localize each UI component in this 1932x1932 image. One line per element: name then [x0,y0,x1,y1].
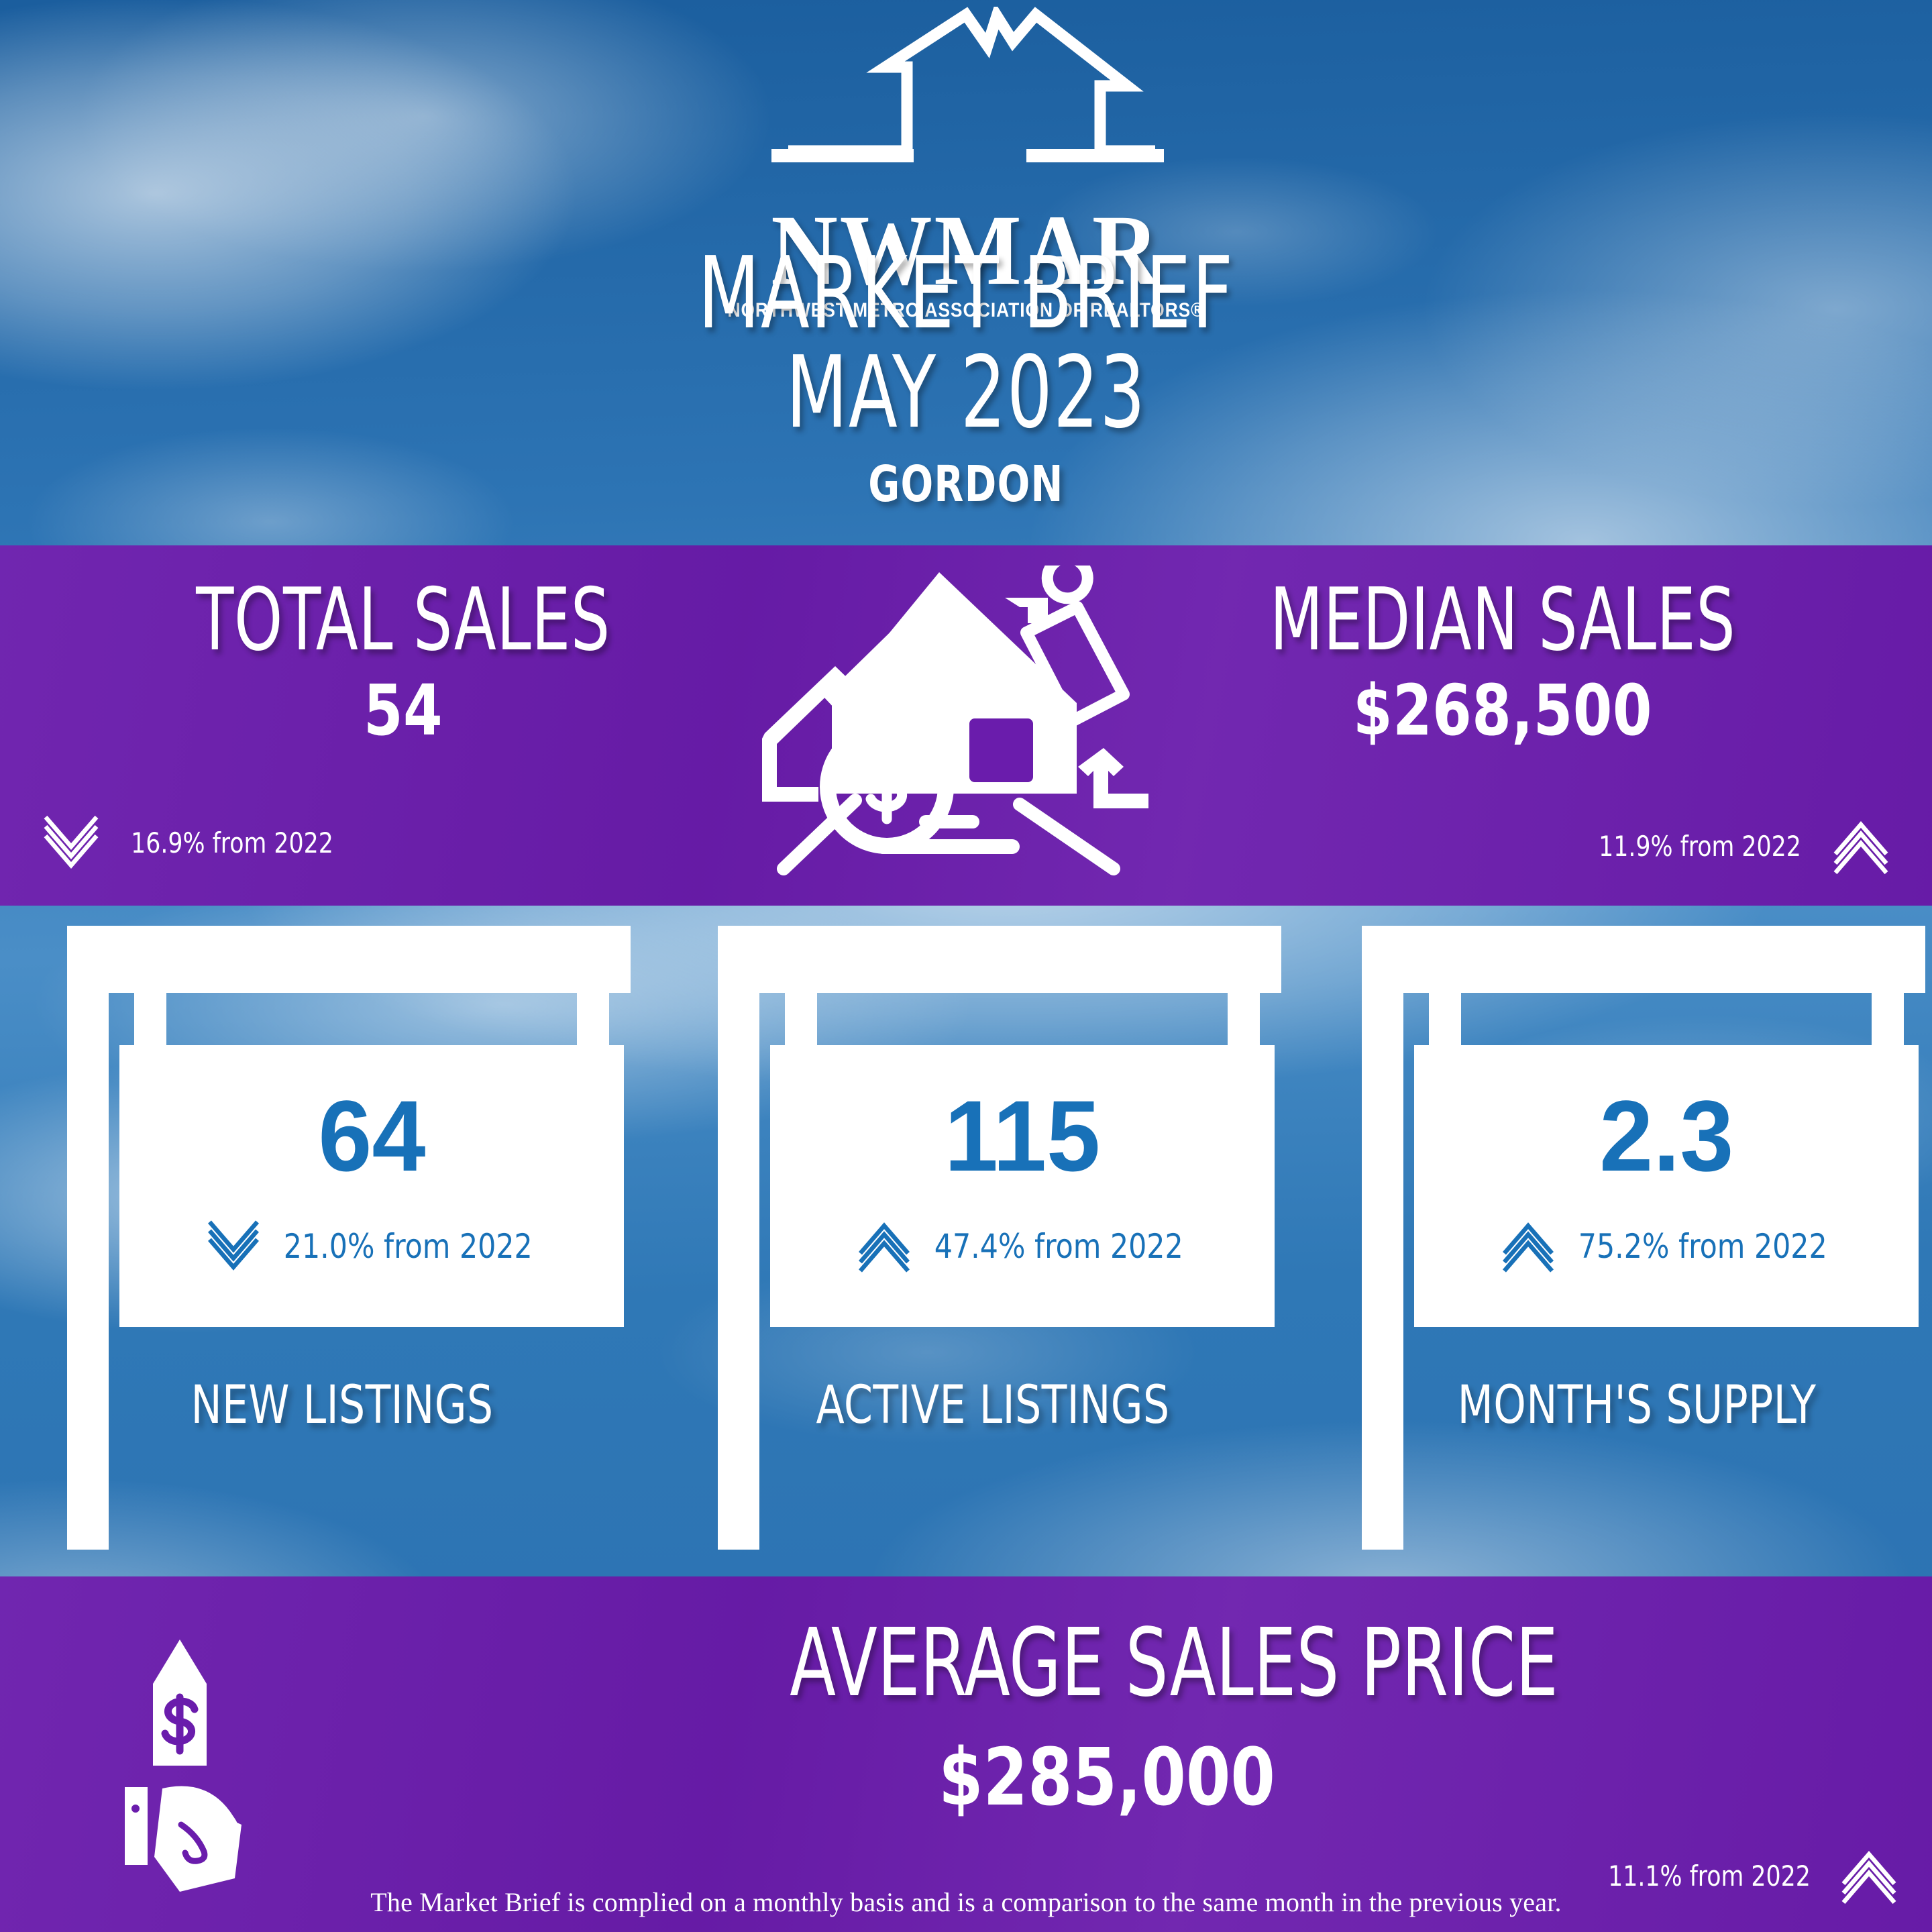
median-sales-delta-text: 11.9% from 2022 [1599,830,1801,863]
sign-arm [718,926,1281,993]
sign-arm [67,926,631,993]
report-date: MAY 2023 [786,335,1146,451]
sign-delta: 75.2% from 2022 [1499,1216,1833,1277]
total-sales-label: TOTAL SALES [196,570,610,670]
house-with-price-tag-and-dollar-magnifier-icon [762,566,1148,875]
total-sales-value: 54 [363,669,443,751]
header-section: NWMAR NORTHWEST METRO ASSOCIATION OF REA… [0,0,1932,545]
sign-post [67,926,109,1550]
triple-chevron-up-icon [1841,1851,1896,1904]
logo-subtitle: NORTHWEST METRO ASSOCIATION OF REALTORS® [727,299,1205,321]
sign-value: 2.3 [1599,1079,1734,1192]
header-title-block: MARKET BRIEF MAY 2023 GORDON [0,241,1932,513]
footnote-text: The Market Brief is complied on a monthl… [370,1887,1562,1917]
sign-value: 64 [317,1079,426,1192]
logo-wordmark: NWMAR [771,195,1161,306]
listing-signs-section: 64 21.0% from 2022 NEW LISTINGS 115 [0,906,1932,1576]
average-price-band: AVERAGE SALES PRICE $285,000 11.1% from … [0,1576,1932,1932]
sign-delta-text: 21.0% from 2022 [283,1227,533,1266]
sign-caption: MONTH'S SUPPLY [1457,1375,1817,1436]
sign-post [1362,926,1403,1550]
page-title: MARKET BRIEF [698,235,1234,351]
triple-chevron-up-icon [1833,821,1888,875]
average-sales-price-delta: 11.1% from 2022 [1599,1843,1900,1909]
sign-delta: 21.0% from 2022 [205,1216,539,1277]
average-sales-price-delta-text: 11.1% from 2022 [1608,1860,1811,1892]
triple-chevron-up-icon [1502,1222,1554,1273]
sign-delta-text: 75.2% from 2022 [1578,1227,1827,1266]
total-sales-delta: 16.9% from 2022 [40,810,342,876]
triple-chevron-up-icon [858,1222,910,1273]
nwmar-logo: NWMAR NORTHWEST METRO ASSOCIATION OF REA… [0,7,1932,322]
top-stats-band: TOTAL SALES 54 16.9% from 2022 [0,545,1932,906]
sign-delta-text: 47.4% from 2022 [934,1227,1183,1266]
sign-post [718,926,759,1550]
sign-new-listings: 64 21.0% from 2022 NEW LISTINGS [40,906,644,1576]
median-sales-stat: MEDIAN SALES $268,500 [1100,570,1905,751]
median-sales-delta: 11.9% from 2022 [1590,814,1892,879]
median-sales-label: MEDIAN SALES [1269,570,1736,670]
total-sales-delta-text: 16.9% from 2022 [131,826,333,859]
report-area: GORDON [868,455,1064,514]
average-sales-price-value: $285,000 [938,1731,1275,1823]
sign-arm [1362,926,1925,993]
triple-chevron-down-icon [207,1220,259,1271]
total-sales-stat: TOTAL SALES 54 [64,570,742,751]
average-sales-price-label: AVERAGE SALES PRICE [790,1609,1558,1718]
mountain-house-outline-icon [771,7,1164,162]
sign-board: 64 21.0% from 2022 [119,1045,624,1327]
sign-caption: NEW LISTINGS [191,1375,494,1436]
sign-delta: 47.4% from 2022 [855,1216,1189,1277]
price-tag-in-hand-icon [125,1640,241,1892]
sign-board: 115 47.4% from 2022 [770,1045,1275,1327]
sign-board: 2.3 75.2% from 2022 [1414,1045,1919,1327]
median-sales-value: $268,500 [1353,669,1652,751]
sign-caption: ACTIVE LISTINGS [816,1375,1170,1436]
sign-months-supply: 2.3 75.2% from 2022 MONTH'S SUPPLY [1335,906,1932,1576]
sign-active-listings: 115 47.4% from 2022 ACTIVE LISTINGS [691,906,1295,1576]
triple-chevron-down-icon [44,815,99,869]
sign-value: 115 [944,1079,1101,1192]
